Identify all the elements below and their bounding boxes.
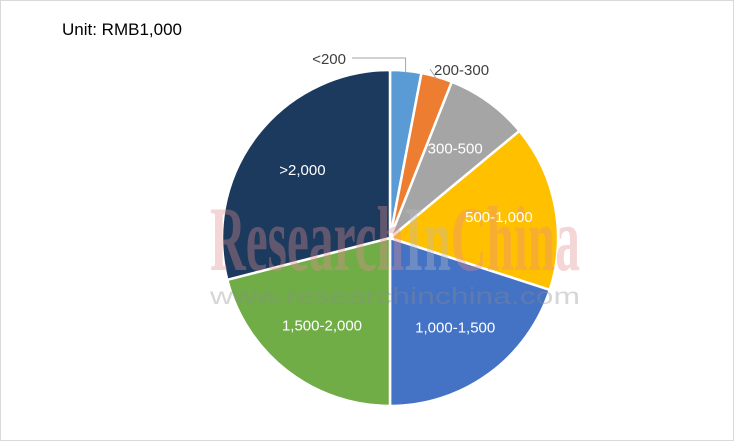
slice-label-5: 1,500-2,000 — [282, 318, 362, 335]
pie-slice-5 — [225, 236, 392, 408]
slice-label-2: 300-500 — [428, 140, 483, 157]
pie-slices — [220, 68, 560, 408]
slice-label-6: >2,000 — [279, 162, 325, 179]
slice-label-1: 200-300 — [434, 62, 489, 79]
slice-label-0: <200 — [312, 51, 346, 68]
watermark-brand: ResearchInChina — [210, 188, 580, 290]
pie-labels: <200 200-300 300-500 500-1,000 1,000-1,500 1,… — [279, 51, 532, 337]
watermark-url: www.researchinchina.com — [209, 283, 580, 309]
unit-label: Unit: RMB1,000 — [62, 20, 182, 39]
leader-line-0 — [352, 57, 407, 73]
slice-label-3: 500-1,000 — [465, 209, 533, 226]
slice-label-4: 1,000-1,500 — [415, 320, 495, 337]
leader-line-1 — [429, 68, 437, 79]
pie-slice-6 — [220, 68, 392, 282]
pie-slice-3 — [387, 129, 560, 292]
pie-slice-4 — [388, 236, 552, 408]
